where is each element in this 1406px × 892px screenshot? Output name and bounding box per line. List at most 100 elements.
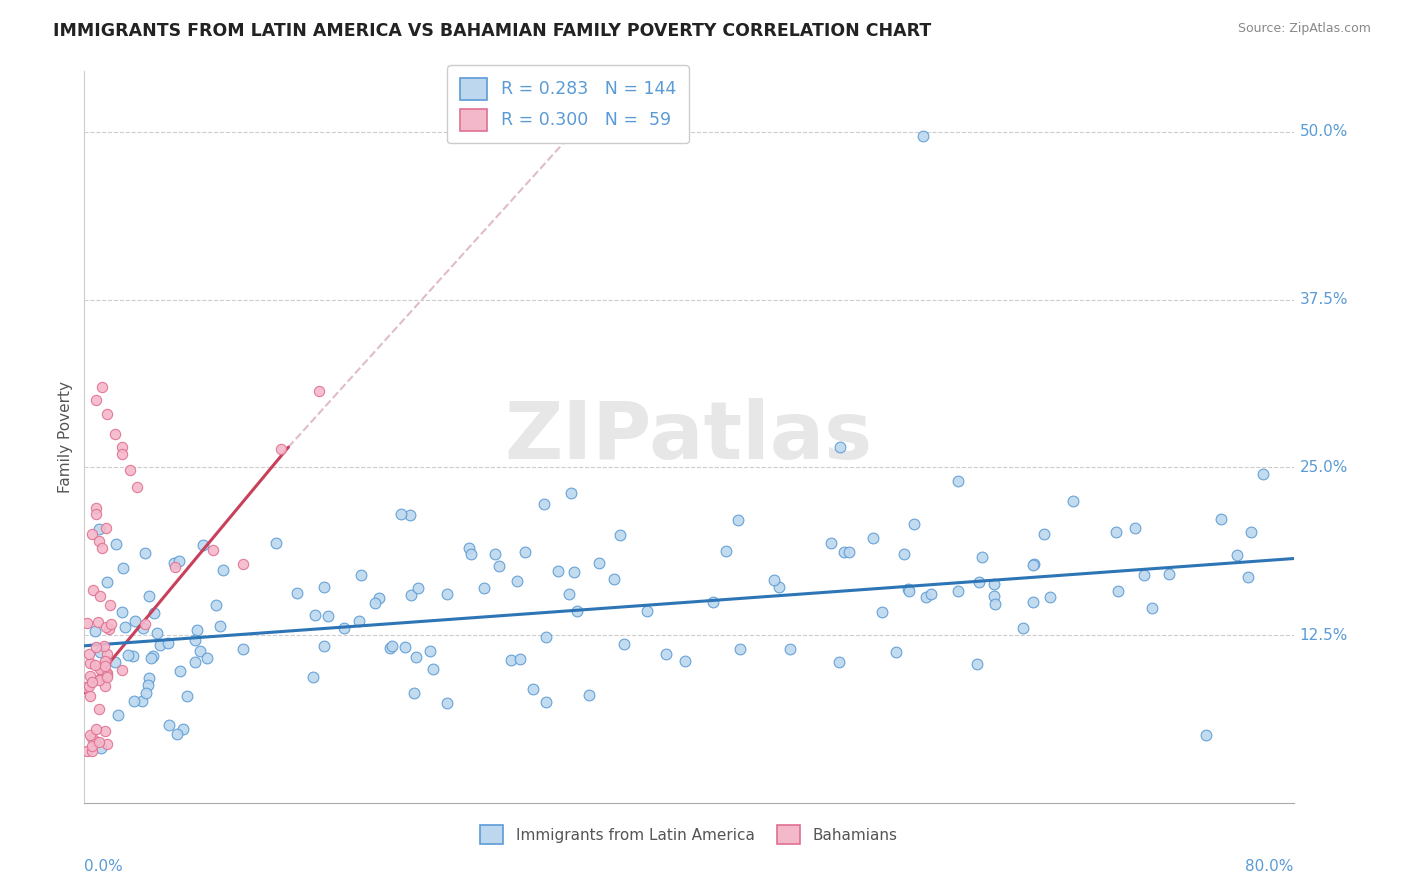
Point: [87, 673, 110, 688]
Point: [89, 522, 111, 536]
Point: [983, 597, 1005, 611]
Point: [972, 549, 994, 564]
Point: [204, 598, 226, 612]
Point: [191, 538, 214, 552]
Y-axis label: Family Poverty: Family Poverty: [58, 381, 73, 493]
Point: [79, 728, 101, 742]
Point: [232, 557, 254, 571]
Point: [84, 657, 107, 672]
Point: [302, 670, 325, 684]
Point: [111, 606, 134, 620]
Point: [378, 640, 401, 655]
Text: 0.0%: 0.0%: [84, 859, 124, 874]
Point: [436, 587, 458, 601]
Point: [96, 737, 118, 751]
Point: [948, 583, 970, 598]
Point: [82, 582, 104, 597]
Point: [93, 658, 115, 673]
Text: IMMIGRANTS FROM LATIN AMERICA VS BAHAMIAN FAMILY POVERTY CORRELATION CHART: IMMIGRANTS FROM LATIN AMERICA VS BAHAMIA…: [53, 22, 932, 40]
Point: [86, 722, 108, 736]
Point: [75, 680, 97, 694]
Point: [312, 639, 335, 653]
Point: [562, 565, 585, 579]
Point: [124, 614, 146, 628]
Point: [506, 574, 529, 589]
Point: [702, 595, 724, 609]
Point: [80, 674, 103, 689]
Point: [609, 527, 631, 541]
Point: [1039, 590, 1062, 604]
Point: [118, 463, 141, 477]
Point: [232, 642, 254, 657]
Point: [176, 690, 198, 704]
Point: [96, 654, 118, 668]
Point: [1195, 728, 1218, 742]
Text: 12.5%: 12.5%: [1299, 628, 1348, 642]
Point: [111, 663, 134, 677]
Point: [167, 553, 190, 567]
Point: [1226, 549, 1249, 563]
Point: [143, 607, 166, 621]
Point: [1107, 583, 1129, 598]
Point: [522, 681, 544, 696]
Point: [100, 617, 122, 632]
Point: [91, 665, 114, 680]
Point: [83, 734, 105, 748]
Point: [673, 654, 696, 668]
Text: 80.0%: 80.0%: [1246, 859, 1294, 874]
Point: [80, 731, 103, 745]
Point: [83, 624, 105, 638]
Point: [138, 671, 160, 685]
Text: 50.0%: 50.0%: [1299, 124, 1348, 139]
Point: [897, 582, 920, 597]
Point: [966, 657, 988, 671]
Point: [104, 655, 127, 669]
Point: [111, 440, 134, 454]
Point: [212, 563, 235, 577]
Point: [1062, 494, 1084, 508]
Point: [93, 640, 115, 654]
Point: [828, 655, 851, 669]
Point: [714, 544, 737, 558]
Point: [534, 695, 557, 709]
Point: [304, 607, 326, 622]
Point: [80, 527, 103, 541]
Point: [547, 565, 569, 579]
Point: [135, 686, 157, 700]
Point: [488, 558, 510, 573]
Point: [98, 599, 121, 613]
Point: [1022, 595, 1045, 609]
Point: [533, 497, 555, 511]
Point: [165, 559, 187, 574]
Point: [404, 686, 426, 700]
Point: [820, 535, 842, 549]
Point: [141, 651, 163, 665]
Point: [184, 633, 207, 648]
Point: [316, 608, 339, 623]
Point: [184, 656, 207, 670]
Point: [79, 669, 101, 683]
Point: [578, 688, 600, 702]
Point: [1251, 467, 1274, 482]
Point: [1022, 558, 1045, 572]
Point: [1011, 621, 1033, 635]
Point: [163, 556, 186, 570]
Point: [201, 542, 224, 557]
Point: [1240, 524, 1263, 539]
Point: [94, 724, 117, 739]
Point: [84, 640, 107, 655]
Point: [897, 583, 920, 598]
Point: [91, 380, 114, 394]
Point: [87, 615, 110, 630]
Point: [588, 556, 610, 570]
Point: [77, 648, 100, 662]
Point: [484, 547, 506, 561]
Point: [534, 630, 557, 644]
Point: [436, 696, 458, 710]
Point: [560, 486, 582, 500]
Point: [166, 727, 188, 741]
Point: [96, 665, 118, 680]
Point: [111, 447, 134, 461]
Point: [1209, 512, 1232, 526]
Point: [79, 690, 101, 704]
